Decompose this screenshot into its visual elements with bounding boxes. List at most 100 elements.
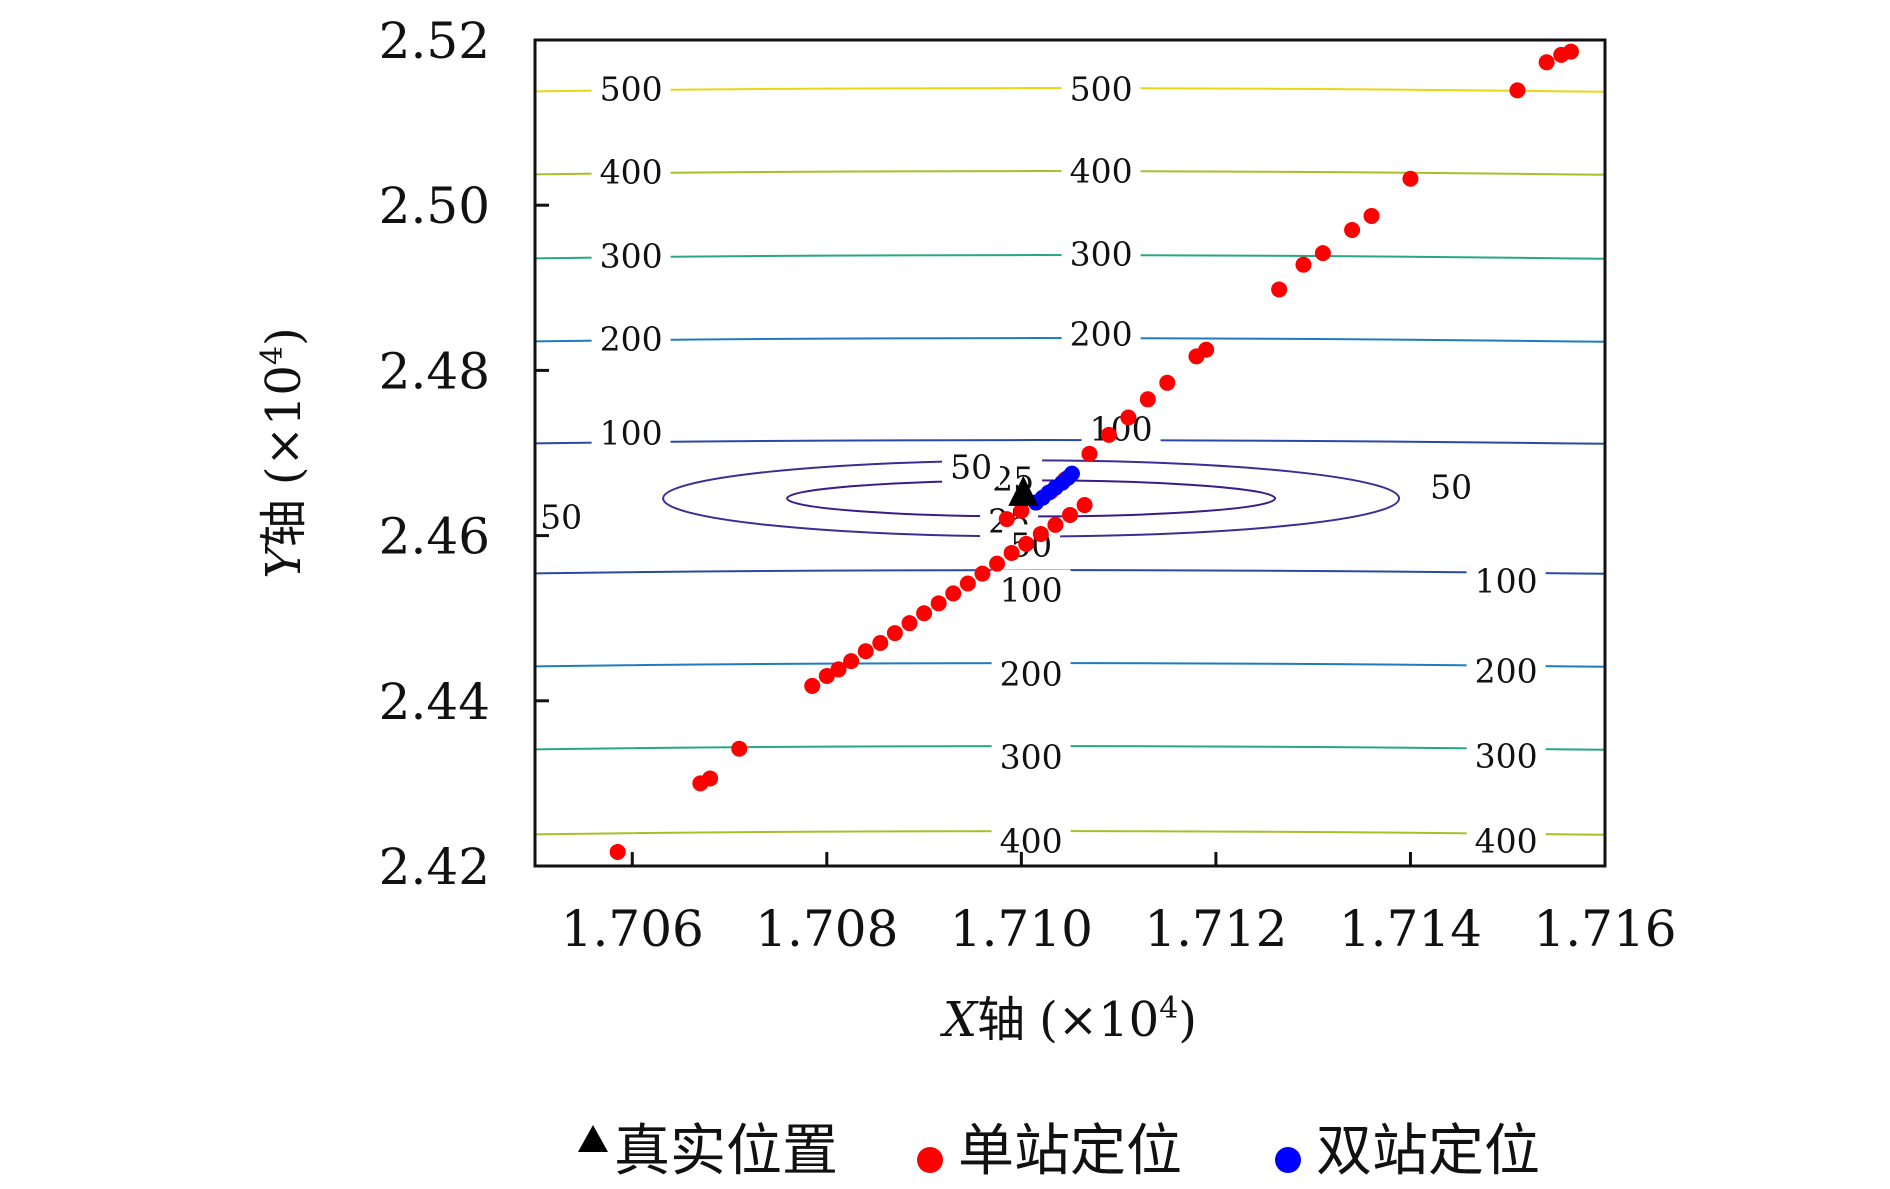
contour-label-bg	[1466, 560, 1546, 601]
y-axis-exponent: 4	[255, 346, 290, 365]
contour-label-bg	[991, 569, 1071, 610]
dual-station-point	[1063, 465, 1080, 482]
contour-label-bg	[591, 318, 671, 359]
contour-300-upper	[535, 254, 1605, 260]
single-station-point	[1047, 516, 1064, 533]
y-tick-label: 2.50	[379, 177, 490, 235]
contour-label-300: 300	[1070, 234, 1133, 273]
single-station-point	[998, 511, 1015, 528]
contour-200-upper	[535, 337, 1605, 343]
contour-label-500: 500	[600, 69, 663, 108]
single-station-point	[857, 643, 874, 660]
contour-label-bg	[591, 412, 671, 453]
single-station-point	[1271, 281, 1288, 298]
x-tick-label: 1.706	[561, 900, 704, 958]
legend-single-station-label: 单站定位	[958, 1119, 1182, 1184]
y-tick-label: 2.44	[379, 673, 490, 731]
single-station-point	[804, 677, 821, 694]
single-station-point	[1139, 391, 1156, 408]
single-station-point	[945, 585, 962, 602]
y-axis-letter: Y	[256, 543, 312, 579]
single-station-point	[1032, 525, 1049, 542]
contour-label-500: 500	[1070, 69, 1133, 108]
contour-label-bg	[1422, 466, 1481, 507]
contour-label-100: 100	[1000, 570, 1063, 609]
contour-label-100: 100	[1475, 561, 1538, 600]
contour-label-bg	[1466, 820, 1546, 861]
x-tick-label: 1.712	[1144, 900, 1287, 958]
contour-400-upper	[535, 170, 1605, 176]
single-station-point	[916, 605, 933, 622]
contour-label-layer: 2525505050501001001001002002002002003003…	[532, 68, 1546, 861]
contour-label-300: 300	[600, 236, 663, 275]
single-station-point	[731, 740, 748, 757]
single-station-point	[609, 843, 626, 860]
single-station-point	[1081, 445, 1098, 462]
y-tick-label: 2.52	[379, 12, 490, 70]
contour-100-upper	[535, 439, 1605, 445]
x-axis-scale: (×10	[1039, 992, 1159, 1048]
contour-label-bg	[1061, 68, 1141, 109]
contour-label-400: 400	[1000, 821, 1063, 860]
y-tick-label: 2.48	[379, 342, 490, 400]
y-axis-scale: (×10	[256, 365, 312, 485]
legend-true-position-label: 真实位置	[614, 1119, 838, 1184]
x-axis-close: )	[1178, 992, 1197, 1048]
single-station-point	[974, 565, 991, 582]
single-station-point	[1018, 535, 1035, 552]
points-layer	[609, 43, 1579, 860]
y-tick-label: 2.46	[379, 508, 490, 566]
single-station-point	[930, 595, 947, 612]
plot-frame	[533, 38, 1607, 868]
single-station-point	[1159, 374, 1176, 391]
legend-dual-station-marker	[1275, 1147, 1301, 1173]
single-station-point	[1100, 426, 1117, 443]
contour-label-300: 300	[1475, 736, 1538, 775]
contour-label-50: 50	[540, 497, 582, 536]
legend-true-position-marker	[578, 1125, 608, 1152]
single-station-point	[1402, 170, 1419, 187]
single-station-point	[1013, 502, 1030, 519]
single-station-point	[886, 625, 903, 642]
contour-label-200: 200	[1475, 651, 1538, 690]
contour-label-bg	[532, 496, 591, 537]
y-axis-title: Y轴 (×104)	[255, 327, 312, 579]
contour-label-100: 100	[600, 413, 663, 452]
x-axis-exponent: 4	[1159, 991, 1178, 1026]
legend-dual-station-label: 双站定位	[1316, 1119, 1540, 1184]
single-station-point	[1295, 256, 1312, 273]
y-axis-close: )	[256, 327, 312, 346]
single-station-point	[1003, 544, 1020, 561]
contour-label-400: 400	[1070, 151, 1133, 190]
contour-label-bg	[1466, 650, 1546, 691]
y-tick-label: 2.42	[379, 838, 490, 896]
single-station-point	[872, 634, 889, 651]
contour-label-bg	[991, 820, 1071, 861]
axis-layer: 1.706 1.708 1.710 1.712 1.714 1.716 2.42 2.44 2.…	[379, 12, 1677, 958]
contour-label-bg	[991, 736, 1071, 777]
contour-label-50: 50	[1430, 467, 1472, 506]
single-station-point	[1062, 506, 1078, 523]
single-station-point	[830, 661, 847, 678]
contour-label-bg	[591, 235, 671, 276]
x-axis-title: X轴 (×104)	[939, 991, 1197, 1048]
single-station-point	[843, 653, 860, 670]
single-station-point	[989, 555, 1006, 572]
single-station-point	[1509, 82, 1526, 99]
contour-label-200: 200	[1070, 314, 1133, 353]
legend: 真实位置 单站定位 双站定位	[578, 1119, 1540, 1184]
single-station-point	[901, 615, 918, 632]
contour-label-bg	[1061, 150, 1141, 191]
x-axis-letter: X	[939, 992, 979, 1048]
contour-label-50: 50	[950, 447, 992, 486]
single-station-point	[1314, 245, 1331, 262]
legend-single-station-marker	[917, 1147, 943, 1173]
single-station-point	[702, 770, 719, 787]
single-station-point	[1562, 43, 1579, 60]
single-station-point	[959, 575, 976, 592]
contour-label-bg	[1466, 735, 1546, 776]
x-tick-label: 1.710	[950, 900, 1093, 958]
single-station-point	[818, 668, 835, 685]
contour-500-upper	[535, 87, 1605, 93]
single-station-point	[1363, 207, 1380, 224]
